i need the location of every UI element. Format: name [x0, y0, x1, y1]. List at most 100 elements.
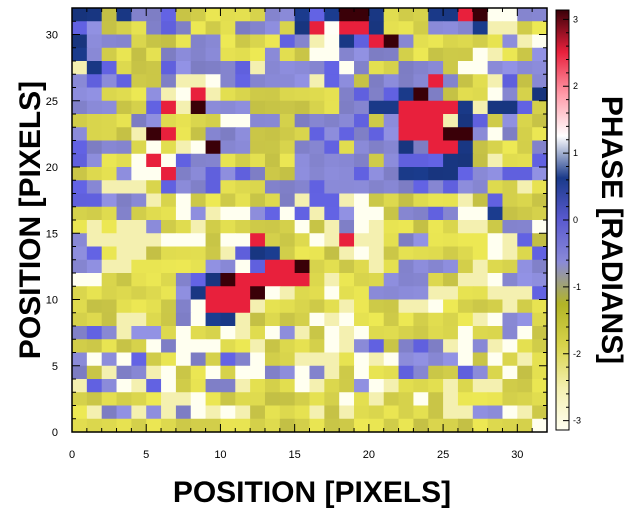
heatmap-cell: [279, 127, 296, 142]
heatmap-cell: [413, 326, 429, 340]
heatmap-cell: [487, 339, 504, 354]
heatmap-cell: [294, 34, 311, 49]
heatmap-cell: [72, 405, 88, 420]
heatmap-cell: [279, 273, 296, 287]
heatmap-cell: [413, 352, 429, 367]
heatmap-cell: [428, 153, 444, 168]
heatmap-cell: [86, 352, 103, 367]
heatmap-cell: [532, 180, 548, 195]
heatmap-cell: [368, 100, 385, 115]
heatmap-cell: [487, 193, 504, 208]
heatmap-cell: [116, 127, 132, 142]
heatmap-cell: [146, 286, 162, 301]
heatmap-cell: [72, 379, 88, 393]
heatmap-cell: [279, 246, 296, 261]
heatmap-cell: [220, 193, 236, 208]
heatmap-cell: [220, 74, 236, 89]
heatmap-cell: [443, 326, 459, 340]
heatmap-cell: [146, 87, 162, 102]
heatmap-cell: [264, 74, 281, 89]
heatmap-cell: [146, 114, 162, 128]
heatmap-cell: [161, 87, 177, 102]
heatmap-cell: [472, 47, 489, 62]
heatmap-cell: [339, 405, 355, 420]
heatmap-cell: [146, 299, 162, 314]
heatmap-cell: [487, 286, 504, 301]
heatmap-cell: [502, 153, 518, 168]
heatmap-cell: [116, 21, 132, 36]
heatmap-cell: [517, 299, 533, 314]
heatmap-cell: [398, 379, 414, 393]
heatmap-cell: [235, 273, 251, 287]
heatmap-cell: [472, 206, 489, 221]
heatmap-cell: [398, 286, 414, 301]
heatmap-cell: [324, 47, 340, 62]
heatmap-cell: [398, 153, 414, 168]
heatmap-cell: [294, 167, 311, 181]
heatmap-cell: [457, 74, 474, 89]
heatmap-cell: [532, 379, 548, 393]
heatmap-cell: [116, 418, 132, 433]
heatmap-cell: [502, 74, 518, 89]
heatmap-cell: [101, 153, 118, 168]
heatmap-cell: [175, 220, 192, 234]
heatmap-cell: [428, 220, 444, 234]
heatmap-cell: [205, 220, 222, 234]
heatmap-cell: [175, 34, 192, 49]
heatmap-cell: [220, 61, 236, 75]
heatmap-cell: [220, 259, 236, 274]
heatmap-cell: [354, 220, 370, 234]
heatmap-cell: [116, 326, 132, 340]
heatmap-cell: [398, 167, 414, 181]
heatmap-cell: [502, 365, 518, 380]
x-tick-label: 5: [143, 449, 149, 461]
heatmap-cell: [101, 34, 118, 49]
heatmap-cell: [383, 365, 400, 380]
heatmap-cell: [279, 34, 296, 49]
heatmap-cell: [368, 392, 385, 407]
heatmap-cell: [72, 286, 88, 301]
heatmap-cell: [354, 233, 370, 248]
heatmap-cell: [472, 405, 489, 420]
heatmap-cell: [309, 61, 325, 75]
heatmap-cell: [116, 312, 132, 327]
heatmap-cell: [487, 312, 504, 327]
heatmap-cell: [72, 140, 88, 155]
heatmap-cell: [86, 259, 103, 274]
heatmap-cell: [220, 87, 236, 102]
heatmap-cell: [368, 339, 385, 354]
heatmap-cell: [131, 405, 147, 420]
heatmap-cell: [175, 167, 192, 181]
heatmap-cell: [190, 206, 207, 221]
heatmap-cell: [190, 220, 207, 234]
heatmap-cell: [190, 299, 207, 314]
heatmap-cell: [324, 8, 340, 22]
heatmap-cell: [279, 405, 296, 420]
heatmap-cell: [502, 8, 518, 22]
heatmap-cell: [235, 326, 251, 340]
heatmap-cell: [86, 326, 103, 340]
heatmap-cell: [309, 140, 325, 155]
heatmap-cell: [368, 418, 385, 433]
heatmap-cell: [472, 392, 489, 407]
heatmap-cell: [502, 273, 518, 287]
heatmap-cell: [324, 34, 340, 49]
heatmap-cell: [487, 100, 504, 115]
heatmap-cell: [532, 299, 548, 314]
heatmap-cell: [443, 299, 459, 314]
heatmap-cell: [131, 312, 147, 327]
heatmap-cell: [101, 220, 118, 234]
heatmap-cell: [131, 392, 147, 407]
heatmap-cell: [502, 259, 518, 274]
x-tick-label: 20: [363, 449, 375, 461]
heatmap-cell: [443, 259, 459, 274]
heatmap-cell: [175, 47, 192, 62]
heatmap-cell: [205, 405, 222, 420]
heatmap-cell: [175, 140, 192, 155]
heatmap-cell: [220, 365, 236, 380]
heatmap-cell: [487, 299, 504, 314]
heatmap-cell: [161, 392, 177, 407]
heatmap-cell: [502, 127, 518, 142]
heatmap-cell: [264, 167, 281, 181]
heatmap-cell: [339, 326, 355, 340]
